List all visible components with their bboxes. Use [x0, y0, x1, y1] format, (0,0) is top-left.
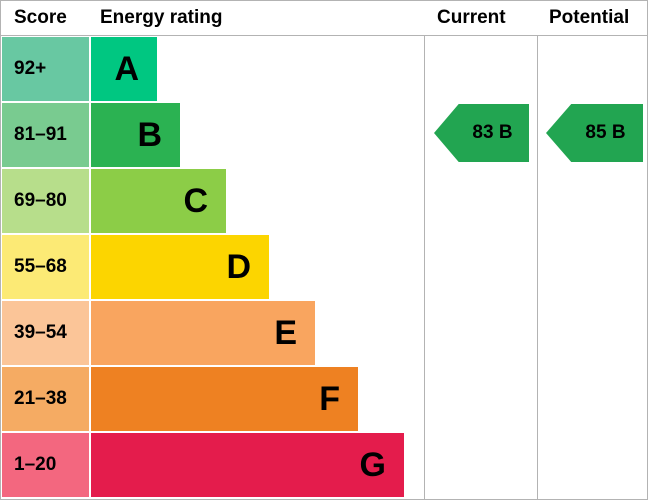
band-row-d: 55–68 D [2, 235, 404, 301]
potential-rating-label: 85 B [585, 122, 626, 143]
score-cell: 55–68 [2, 235, 89, 299]
band-row-e: 39–54 E [2, 301, 404, 367]
score-cell: 1–20 [2, 433, 89, 497]
rating-letter: G [359, 446, 386, 484]
score-range-label: 21–38 [14, 388, 67, 409]
potential-column-divider [537, 1, 538, 499]
column-header-score: Score [14, 7, 67, 28]
score-cell: 21–38 [2, 367, 89, 431]
score-cell: 69–80 [2, 169, 89, 233]
score-range-label: 39–54 [14, 322, 67, 343]
rating-bar: B [91, 103, 180, 167]
rating-bands: 92+ A 81–91 B 69–80 C 55–68 [2, 37, 404, 499]
rating-bar: C [91, 169, 226, 233]
score-cell: 92+ [2, 37, 89, 101]
band-row-b: 81–91 B [2, 103, 404, 169]
score-range-label: 69–80 [14, 190, 67, 211]
score-range-label: 81–91 [14, 124, 67, 145]
current-rating-arrow: 83 B [434, 104, 529, 162]
column-header-potential: Potential [549, 7, 630, 28]
score-cell: 39–54 [2, 301, 89, 365]
rating-letter: D [226, 248, 251, 286]
band-row-a: 92+ A [2, 37, 404, 103]
band-row-f: 21–38 F [2, 367, 404, 433]
score-range-label: 55–68 [14, 256, 67, 277]
score-range-label: 92+ [14, 58, 47, 79]
chart-header: Score Energy rating Current Potential [1, 1, 647, 36]
potential-rating-arrow: 85 B [546, 104, 643, 162]
rating-letter: A [114, 50, 139, 88]
rating-bar: D [91, 235, 269, 299]
column-header-energy-rating: Energy rating [100, 7, 223, 28]
rating-letter: C [183, 182, 208, 220]
band-row-g: 1–20 G [2, 433, 404, 499]
band-row-c: 69–80 C [2, 169, 404, 235]
rating-bar: A [91, 37, 157, 101]
rating-letter: F [319, 380, 340, 418]
rating-letter: E [274, 314, 297, 352]
rating-bar: G [91, 433, 404, 497]
rating-letter: B [137, 116, 162, 154]
current-rating-label: 83 B [472, 122, 513, 143]
rating-bar: F [91, 367, 358, 431]
rating-bar: E [91, 301, 315, 365]
column-header-current: Current [437, 7, 506, 28]
score-cell: 81–91 [2, 103, 89, 167]
current-column-divider [424, 1, 425, 499]
score-range-label: 1–20 [14, 454, 57, 475]
